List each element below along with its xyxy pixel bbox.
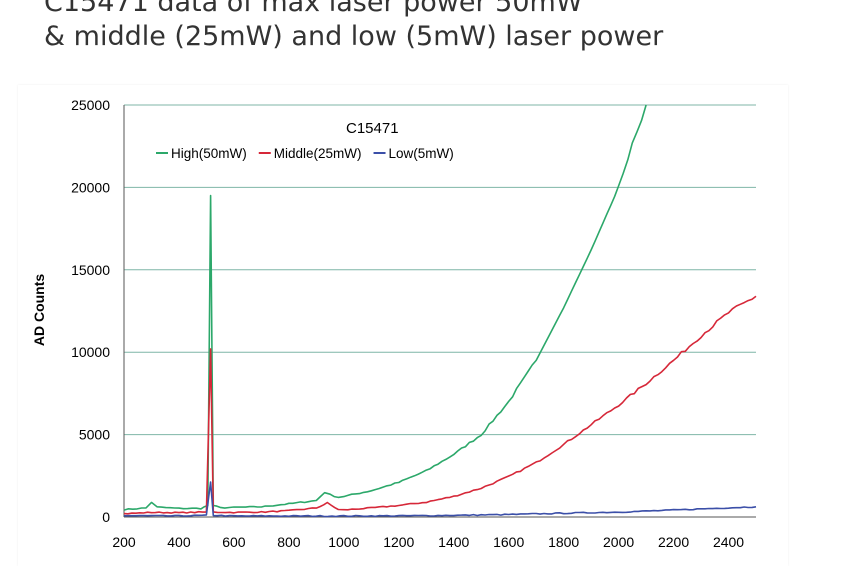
x-tick-label: 1000 <box>328 534 359 550</box>
y-tick-label: 15000 <box>71 262 110 278</box>
legend-label: High(50mW) <box>171 146 247 161</box>
y-tick-label: 5000 <box>79 427 110 443</box>
y-tick-label: 0 <box>102 509 110 525</box>
y-tick-label: 10000 <box>71 344 110 360</box>
y-tick-label: 20000 <box>71 179 110 195</box>
series-lines <box>123 104 757 518</box>
slide-title: C15471 data of max laser power 50mW & mi… <box>44 0 844 54</box>
legend-label: Low(5mW) <box>389 146 454 161</box>
y-axis-label: AD Counts <box>31 274 47 347</box>
x-tick-label: 600 <box>222 534 246 550</box>
x-tick-label: 1200 <box>383 534 414 550</box>
series-line <box>123 481 757 518</box>
x-tick-label: 2200 <box>658 534 689 550</box>
slide-title-line-2: & middle (25mW) and low (5mW) laser powe… <box>44 21 664 52</box>
x-tick-label: 800 <box>277 534 301 550</box>
chart-title: C15471 <box>346 120 399 137</box>
y-tick-label: 25000 <box>71 97 110 113</box>
legend: High(50mW) Middle(25mW) Low(5mW) <box>156 146 454 161</box>
x-tick-label: 200 <box>112 534 136 550</box>
axes: 0 5000 10000 15000 20000 25000 200 400 600 800 100… <box>71 97 756 550</box>
x-tick-label: 1600 <box>493 534 524 550</box>
series-line <box>123 104 647 511</box>
gridlines <box>124 104 756 436</box>
x-tick-label: 2400 <box>713 534 744 550</box>
legend-label: Middle(25mW) <box>274 146 362 161</box>
slide-title-line-1: C15471 data of max laser power 50mW <box>44 0 583 18</box>
chart-panel: 0 5000 10000 15000 20000 25000 200 400 600 800 100… <box>18 85 788 566</box>
line-chart: 0 5000 10000 15000 20000 25000 200 400 600 800 100… <box>31 97 757 550</box>
x-tick-label: 400 <box>167 534 191 550</box>
x-tick-label: 1800 <box>548 534 579 550</box>
series-line <box>123 295 757 515</box>
x-tick-label: 2000 <box>603 534 634 550</box>
x-tick-label: 1400 <box>438 534 469 550</box>
